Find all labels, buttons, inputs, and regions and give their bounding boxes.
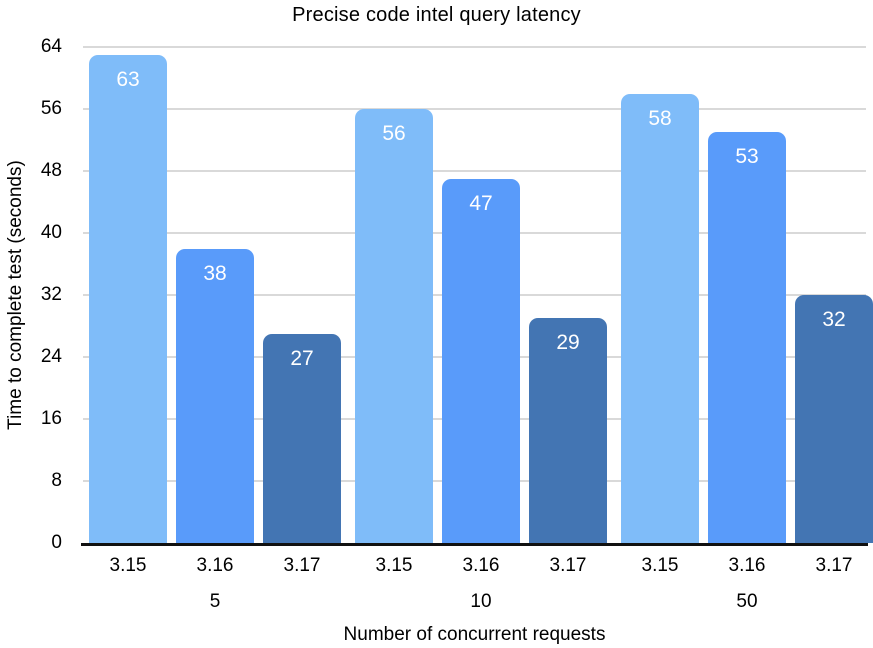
bar: 58 — [621, 93, 699, 543]
bar-group: 63 38 27 — [89, 54, 341, 543]
bar: 53 — [708, 132, 786, 543]
x-group-label: 50 — [736, 591, 758, 612]
x-tick-label: 3.16 — [728, 555, 766, 576]
bar-group: 58 53 32 — [621, 93, 873, 543]
chart-title: Precise code intel query latency — [292, 4, 581, 26]
bar-value-label: 32 — [822, 308, 846, 331]
x-tick-label: 3.15 — [641, 555, 679, 576]
x-tick-label: 3.15 — [375, 555, 413, 576]
bar-value-label: 53 — [735, 145, 759, 169]
x-tick-group: 3.15 3.16 3.17 — [355, 555, 607, 577]
x-tick-label: 3.17 — [815, 555, 853, 576]
y-tick-label: 48 — [40, 160, 62, 181]
y-tick-label: 0 — [51, 532, 62, 553]
bar: 27 — [263, 333, 341, 543]
x-axis-title: Number of concurrent requests — [343, 624, 606, 645]
y-axis-tick-labels: 0 8 16 24 32 40 48 56 64 — [0, 37, 62, 553]
y-tick-label: 40 — [40, 222, 62, 243]
bar: 63 — [89, 54, 167, 543]
x-tick-label: 3.17 — [283, 555, 321, 576]
bar: 29 — [529, 318, 607, 543]
bar-value-label: 56 — [382, 122, 406, 145]
bar-value-label: 29 — [556, 331, 580, 355]
bar-value-label: 38 — [203, 261, 227, 285]
x-tick-label: 3.16 — [196, 555, 234, 576]
bar: 56 — [355, 109, 433, 543]
x-tick-label: 3.15 — [109, 555, 147, 576]
gridline — [83, 170, 866, 172]
x-tick-group: 3.15 3.16 3.17 — [89, 555, 341, 577]
y-tick-label: 8 — [51, 470, 62, 491]
bars-container: 63 38 27 56 47 29 58 53 32 — [89, 54, 873, 543]
y-tick-label: 24 — [40, 346, 62, 367]
bar-value-label: 27 — [290, 346, 314, 370]
x-axis-line — [81, 543, 868, 546]
x-group-label: 5 — [209, 591, 221, 612]
x-axis-tick-labels: 3.15 3.16 3.17 3.15 3.16 3.17 3.15 3.16 3.17 — [89, 555, 873, 577]
gridline — [83, 46, 866, 48]
x-tick-label: 3.16 — [462, 555, 500, 576]
y-tick-label: 64 — [40, 36, 62, 57]
bar-value-label: 63 — [116, 67, 140, 91]
x-tick-label: 3.17 — [549, 555, 587, 576]
x-group-label: 10 — [470, 591, 492, 612]
x-axis-group-labels: 5 10 50 — [89, 591, 873, 613]
gridline — [83, 108, 866, 110]
y-tick-label: 16 — [40, 408, 62, 429]
bar: 47 — [442, 178, 520, 543]
bar: 32 — [795, 295, 873, 543]
plot-area: 63 38 27 56 47 29 58 53 32 — [83, 46, 873, 543]
y-tick-label: 32 — [40, 284, 62, 305]
bar-value-label: 58 — [648, 106, 672, 130]
bar: 38 — [176, 248, 254, 543]
x-tick-group: 3.15 3.16 3.17 — [621, 555, 873, 577]
bar-value-label: 47 — [469, 191, 493, 215]
bar-group: 56 47 29 — [355, 109, 607, 543]
y-tick-label: 56 — [40, 98, 62, 119]
